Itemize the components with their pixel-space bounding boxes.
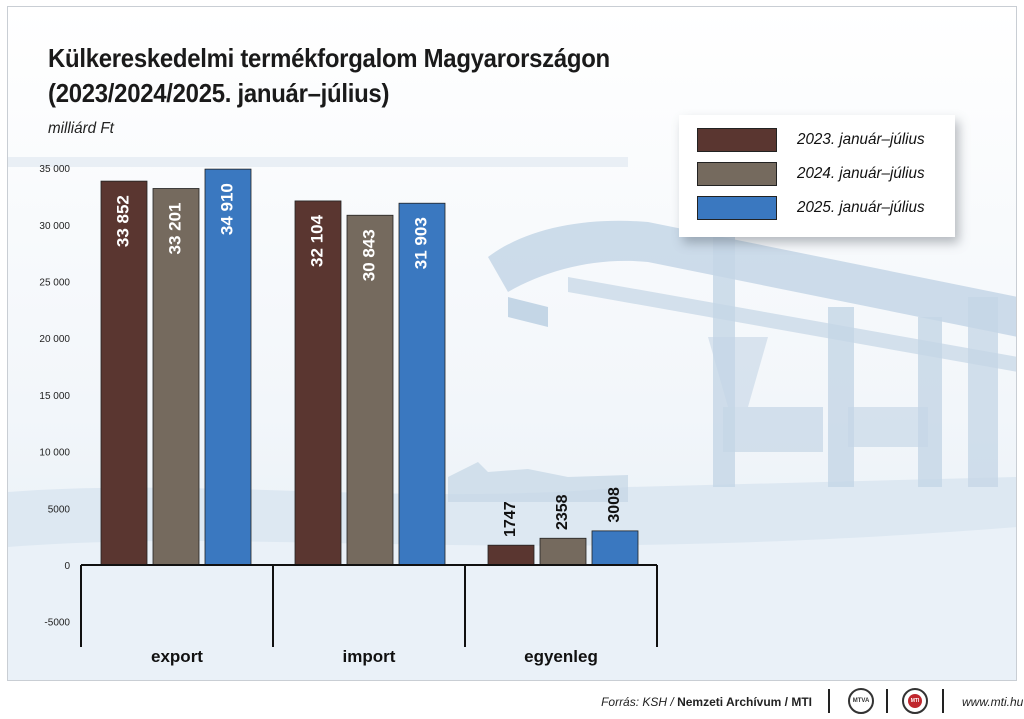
mtva-logo-icon: MTVA xyxy=(848,688,874,714)
footer-separator xyxy=(886,689,888,713)
footer: Forrás: KSH / Nemzeti Archívum / MTI MTV… xyxy=(0,683,1024,719)
data-label: 30 843 xyxy=(359,229,378,281)
unit-label: milliárd Ft xyxy=(48,120,114,137)
y-tick-label: 20 000 xyxy=(39,334,70,345)
legend-label-2024: 2024. január–július xyxy=(797,165,925,182)
data-label: 34 910 xyxy=(217,183,236,235)
legend-swatch-2024 xyxy=(697,162,777,186)
bar-egyenleg-2 xyxy=(591,530,639,566)
data-label: 1747 xyxy=(502,501,519,537)
chart-frame: 35 000 30 000 25 000 20 000 15 000 10 000 5000… xyxy=(7,6,1017,681)
y-tick-label: 15 000 xyxy=(39,391,70,402)
legend-item-2025: 2025. január–július xyxy=(697,196,931,220)
y-tick-label: -5000 xyxy=(44,618,70,629)
legend: 2023. január–július 2024. január–július … xyxy=(679,115,955,237)
data-label: 31 903 xyxy=(411,217,430,269)
bar-export-1 xyxy=(152,188,200,566)
harbour-crane-illustration xyxy=(8,157,1016,680)
y-tick-label: 30 000 xyxy=(39,221,70,232)
data-label: 33 201 xyxy=(165,203,184,255)
source-bold: Nemzeti Archívum / MTI xyxy=(677,695,812,709)
category-label-import: import xyxy=(343,647,396,666)
bars: 33 852 32 104 1747 33 201 30 843 2358 34 910 31… xyxy=(100,168,639,566)
chart-title-line-2: (2023/2024/2025. január–július) xyxy=(48,78,390,108)
y-tick-label: 0 xyxy=(64,561,70,572)
y-tick-label: 35 000 xyxy=(39,164,70,175)
footer-separator xyxy=(942,689,944,713)
source-prefix: Forrás: KSH / xyxy=(601,695,678,709)
bar-export-2 xyxy=(204,168,252,566)
data-label: 33 852 xyxy=(113,195,132,247)
data-label: 32 104 xyxy=(307,214,326,267)
data-label: 3008 xyxy=(606,487,623,523)
bar-egyenleg-1 xyxy=(539,537,587,566)
website-link[interactable]: www.mti.hu xyxy=(962,695,1024,709)
mti-logo-text: MTI xyxy=(908,694,922,708)
y-tick-label: 10 000 xyxy=(39,448,70,459)
category-label-egyenleg: egyenleg xyxy=(524,647,598,666)
legend-swatch-2025 xyxy=(697,196,777,220)
legend-item-2023: 2023. január–július xyxy=(697,128,931,152)
x-axis: export import egyenleg xyxy=(80,564,658,666)
bar-export-0 xyxy=(100,180,148,566)
data-label: 2358 xyxy=(554,494,571,530)
legend-item-2024: 2024. január–július xyxy=(697,162,931,186)
mti-logo-icon: MTI xyxy=(902,688,928,714)
category-label-export: export xyxy=(151,647,203,666)
bar-import-1 xyxy=(346,214,394,566)
y-tick-label: 25 000 xyxy=(39,278,70,289)
source-credit: Forrás: KSH / Nemzeti Archívum / MTI xyxy=(601,695,812,709)
bar-import-0 xyxy=(294,200,342,566)
y-tick-label: 5000 xyxy=(48,504,71,515)
y-axis: 35 000 30 000 25 000 20 000 15 000 10 000 5000… xyxy=(39,164,70,629)
legend-swatch-2023 xyxy=(697,128,777,152)
bar-import-2 xyxy=(398,202,446,566)
chart-title-line-1: Külkereskedelmi termékforgalom Magyarors… xyxy=(48,43,610,73)
footer-separator xyxy=(828,689,830,713)
legend-label-2025: 2025. január–július xyxy=(797,199,925,216)
legend-label-2023: 2023. január–július xyxy=(797,131,925,148)
bar-egyenleg-0 xyxy=(487,544,535,566)
